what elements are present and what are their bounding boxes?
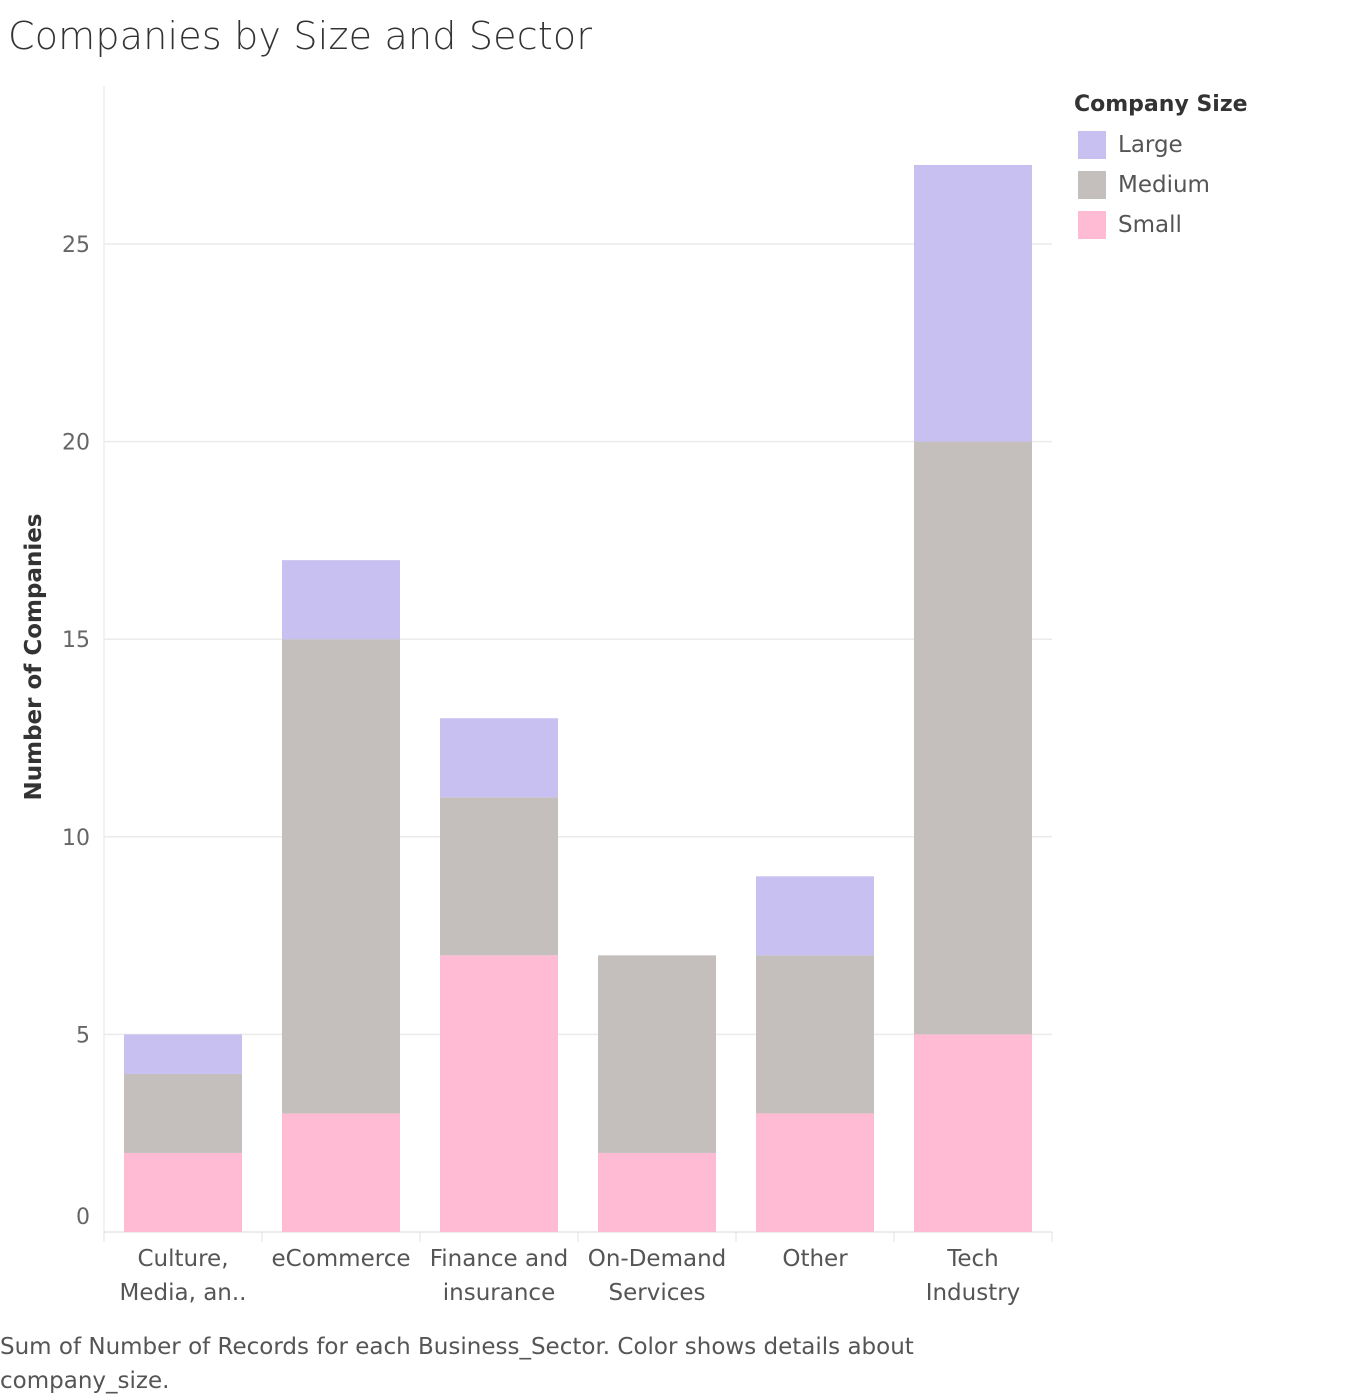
bar-large-5 <box>914 164 1032 442</box>
bar-small-5 <box>914 1034 1032 1232</box>
x-tick-label-0-1: Media, an.. <box>120 1280 247 1306</box>
bar-small-0 <box>124 1152 242 1232</box>
y-axis-label: Number of Companies <box>21 514 47 801</box>
bar-small-1 <box>282 1113 400 1232</box>
legend-item-small[interactable]: Small <box>1074 205 1248 245</box>
bar-large-2 <box>440 718 558 798</box>
bar-medium-1 <box>282 639 400 1114</box>
legend-label-small: Small <box>1118 212 1182 238</box>
bar-small-3 <box>598 1152 716 1232</box>
y-tick-label-5: 5 <box>76 1023 90 1048</box>
x-tick-label-2-0: Finance and <box>430 1246 569 1272</box>
stacked-bar-chart: 0 5 10 15 20 25 Number of Companies Culture, Med… <box>21 86 1053 1306</box>
y-tick-label-0: 0 <box>76 1205 90 1230</box>
legend: Company Size Large Medium Small <box>1074 92 1248 245</box>
bar-small-4 <box>756 1113 874 1232</box>
legend-swatch-large <box>1078 131 1106 159</box>
chart-caption: Sum of Number of Records for each Busine… <box>0 1334 914 1394</box>
legend-swatch-medium <box>1078 171 1106 199</box>
bar-large-4 <box>756 876 874 956</box>
legend-label-medium: Medium <box>1118 172 1210 198</box>
x-tick-label-5-0: Tech <box>946 1246 999 1272</box>
x-tick-label-2-1: insurance <box>443 1280 555 1306</box>
bar-medium-2 <box>440 797 558 956</box>
y-tick-label-20: 20 <box>62 431 90 456</box>
x-tick-label-3-0: On-Demand <box>588 1246 727 1272</box>
x-tick-label-5-1: Industry <box>926 1280 1021 1306</box>
legend-label-large: Large <box>1118 132 1183 158</box>
y-tick-label-15: 15 <box>62 628 90 653</box>
bar-medium-3 <box>598 955 716 1153</box>
chart-title: Companies by Size and Sector <box>8 14 593 58</box>
y-tick-label-25: 25 <box>62 233 90 258</box>
y-tick-label-10: 10 <box>62 826 90 851</box>
bar-small-2 <box>440 955 558 1232</box>
legend-title: Company Size <box>1074 92 1248 117</box>
bar-medium-0 <box>124 1073 242 1153</box>
x-tick-label-1-0: eCommerce <box>272 1246 411 1272</box>
x-tick-label-4-0: Other <box>782 1246 848 1272</box>
bar-medium-5 <box>914 441 1032 1035</box>
legend-item-large[interactable]: Large <box>1074 125 1248 165</box>
bar-large-0 <box>124 1034 242 1074</box>
legend-swatch-small <box>1078 211 1106 239</box>
x-tick-label-3-1: Services <box>609 1280 706 1306</box>
legend-item-medium[interactable]: Medium <box>1074 165 1248 205</box>
bar-medium-4 <box>756 955 874 1114</box>
bar-large-1 <box>282 560 400 640</box>
x-tick-label-0-0: Culture, <box>137 1246 228 1272</box>
